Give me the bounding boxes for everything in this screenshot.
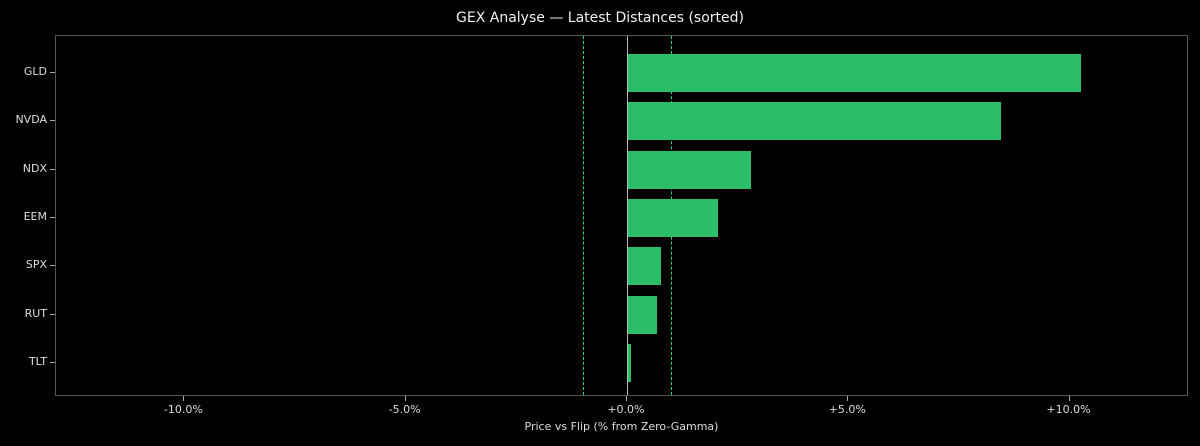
bar-ndx — [626, 150, 751, 189]
bar-eem — [626, 198, 718, 237]
zero-line — [626, 36, 628, 395]
x-tick-label: -10.0% — [163, 403, 203, 416]
y-tick-mark — [50, 313, 55, 315]
y-tick-label: RUT — [24, 306, 47, 320]
x-axis-title: Price vs Flip (% from Zero-Gamma) — [524, 420, 719, 433]
y-tick-label: NVDA — [15, 113, 47, 127]
x-tick-mark — [404, 396, 406, 401]
y-tick-mark — [50, 72, 55, 73]
bar-spx — [626, 247, 661, 286]
y-tick-label: GLD — [23, 65, 47, 78]
y-tick-label: SPX — [25, 258, 47, 272]
y-tick-label: NDX — [22, 161, 47, 175]
threshold-line — [582, 36, 584, 395]
plot-area — [55, 35, 1188, 396]
bar-tlt — [626, 343, 632, 382]
x-tick-mark — [183, 396, 185, 401]
x-tick-label: -5.0% — [388, 403, 421, 416]
y-tick-label: EEM — [23, 209, 47, 223]
x-tick-mark — [847, 396, 849, 401]
y-tick-mark — [50, 265, 55, 267]
x-tick-label: +10.0% — [1046, 403, 1091, 416]
y-tick-mark — [50, 168, 55, 170]
x-tick-label: +0.0% — [607, 403, 645, 416]
bar-rut — [626, 295, 658, 334]
bar-nvda — [626, 102, 1001, 141]
x-tick-label: +5.0% — [828, 403, 866, 416]
y-tick-mark — [50, 361, 55, 363]
y-tick-mark — [50, 120, 55, 122]
x-tick-mark — [1068, 396, 1070, 401]
y-tick-mark — [50, 216, 55, 218]
y-tick-label: TLT — [28, 354, 47, 368]
chart-title: GEX Analyse — Latest Distances (sorted) — [456, 10, 744, 26]
bar-gld — [626, 54, 1081, 92]
x-tick-mark — [625, 396, 627, 401]
